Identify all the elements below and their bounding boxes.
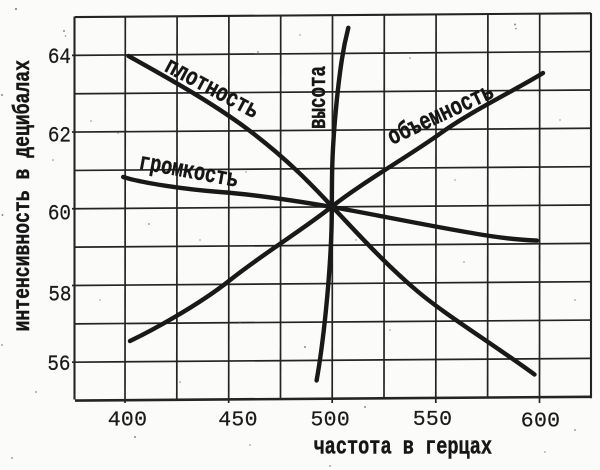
svg-text:62: 62 <box>48 124 71 149</box>
svg-text:550: 550 <box>413 408 453 432</box>
svg-text:64: 64 <box>48 46 71 71</box>
svg-text:56: 56 <box>47 353 70 378</box>
svg-text:частота в герцах: частота в герцах <box>314 434 493 461</box>
svg-text:высота: высота <box>307 66 333 129</box>
svg-text:600: 600 <box>521 410 561 434</box>
svg-text:500: 500 <box>310 408 350 432</box>
svg-text:450: 450 <box>218 408 258 432</box>
svg-text:58: 58 <box>48 283 71 308</box>
svg-text:интенсивность в децибалах: интенсивность в децибалах <box>11 60 37 332</box>
svg-text:400: 400 <box>108 409 148 433</box>
svg-text:60: 60 <box>48 203 71 228</box>
